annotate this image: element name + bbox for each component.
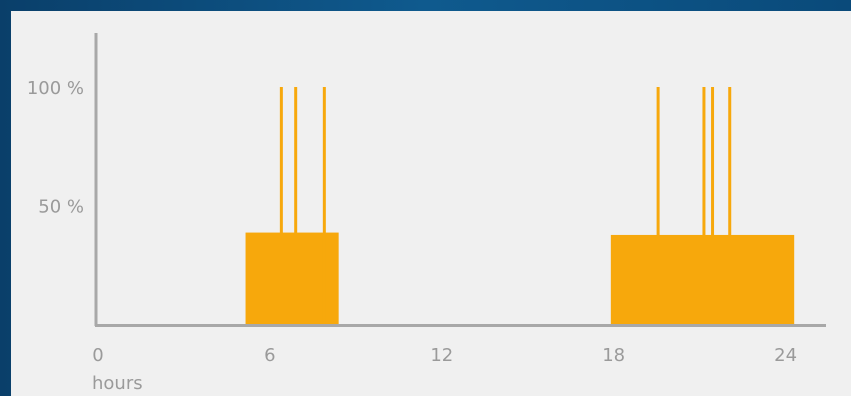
x-tick-label-24: 24 (774, 345, 797, 366)
x-tick-label-6: 6 (264, 345, 275, 366)
y-tick-label-100: 100 % (27, 78, 84, 99)
y-tick-label-50: 50 % (38, 197, 84, 218)
spikes-layer (279, 87, 732, 325)
chart-panel (11, 11, 851, 396)
x-tick-label-0: 0 (92, 345, 103, 366)
x-tick-label-18: 18 (602, 345, 625, 366)
x-axis-label: hours (92, 373, 143, 394)
tick-labels: 0 6 12 18 24 50 % 100 % (27, 78, 797, 366)
axes-layer (94, 33, 826, 327)
x-tick-label-12: 12 (430, 345, 453, 366)
